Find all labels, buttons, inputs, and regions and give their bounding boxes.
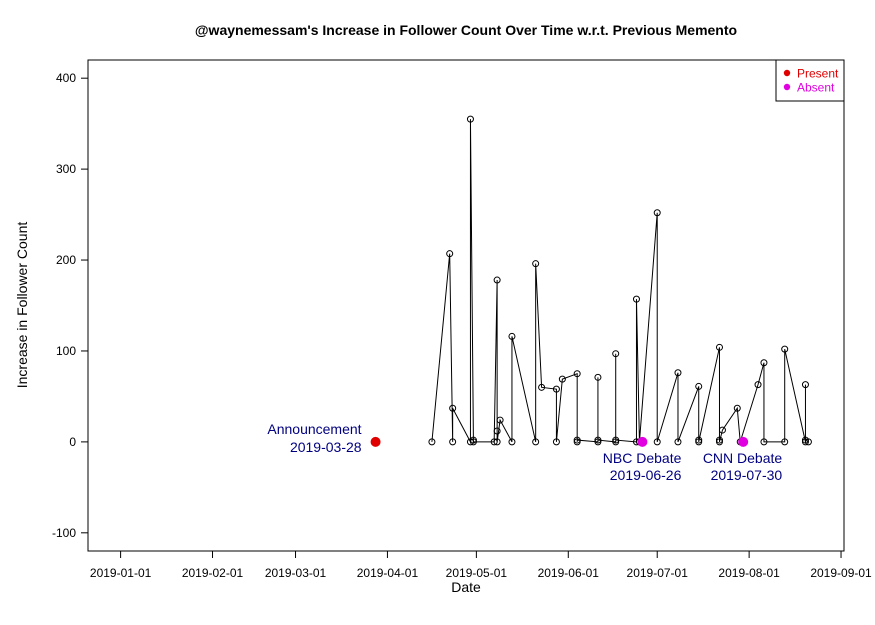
data-point	[754, 381, 762, 389]
data-point	[532, 260, 540, 268]
data-point	[552, 385, 560, 393]
data-point	[632, 295, 640, 303]
data-point	[552, 438, 560, 446]
data-point	[493, 438, 501, 446]
y-tick-label: 0	[69, 435, 76, 449]
data-point	[594, 373, 602, 381]
data-point	[493, 276, 501, 284]
data-point	[612, 438, 620, 446]
data-point	[493, 427, 501, 435]
data-point	[508, 332, 516, 340]
data-point	[469, 436, 477, 444]
y-axis-label: Increase in Follower Count	[14, 222, 30, 389]
legend-present-marker	[783, 69, 791, 77]
x-tick-label: 2019-09-01	[810, 566, 872, 580]
annotation-date: 2019-03-28	[290, 439, 362, 455]
data-point	[573, 370, 581, 378]
x-tick-label: 2019-08-01	[718, 566, 780, 580]
legend-absent-marker	[783, 83, 791, 91]
y-tick-label: 400	[56, 71, 76, 85]
y-tick-label: 200	[56, 253, 76, 267]
data-point	[573, 436, 581, 444]
x-tick-label: 2019-03-01	[265, 566, 327, 580]
data-point	[781, 345, 789, 353]
data-point	[594, 438, 602, 446]
annotation-label: CNN Debate	[703, 450, 783, 466]
annotation-date: 2019-06-26	[610, 467, 682, 483]
data-point	[674, 369, 682, 377]
data-point	[508, 438, 516, 446]
annotation-label: NBC Debate	[603, 450, 682, 466]
data-point	[428, 438, 436, 446]
data-point	[612, 436, 620, 444]
data-point	[781, 438, 789, 446]
x-tick-label: 2019-06-01	[538, 566, 600, 580]
y-tick-label: 300	[56, 162, 76, 176]
data-point	[715, 343, 723, 351]
marker-layer	[370, 436, 749, 447]
data-point	[532, 438, 540, 446]
data-point	[449, 438, 457, 446]
annotation-date: 2019-07-30	[711, 467, 783, 483]
x-tick-label: 2019-04-01	[357, 566, 419, 580]
y-tick-label: -100	[52, 526, 76, 540]
present-marker	[370, 436, 381, 447]
data-point	[594, 436, 602, 444]
data-point	[449, 404, 457, 412]
absent-marker	[637, 436, 648, 447]
data-point	[496, 416, 504, 424]
data-point	[801, 381, 809, 389]
data-point	[446, 250, 454, 258]
data-point	[558, 375, 566, 383]
annotation-layer: Announcement 2019-03-28 NBC Debate2019-06-…	[267, 421, 782, 483]
legend: Present Absent	[775, 59, 845, 102]
data-point	[695, 382, 703, 390]
data-point	[573, 438, 581, 446]
data-point	[490, 438, 498, 446]
y-axis: -100 0 100 200 300 400	[52, 71, 89, 540]
data-point	[760, 359, 768, 367]
data-point	[733, 404, 741, 412]
data-point	[715, 436, 723, 444]
data-point	[466, 115, 474, 123]
data-point	[653, 209, 661, 217]
y-tick-label: 100	[56, 344, 76, 358]
legend-present-label: Present	[797, 67, 839, 81]
data-point	[715, 438, 723, 446]
x-tick-label: 2019-07-01	[627, 566, 689, 580]
x-tick-label: 2019-05-01	[446, 566, 508, 580]
data-point	[804, 438, 812, 446]
absent-marker	[738, 436, 749, 447]
x-axis: 2019-01-01 2019-02-01 2019-03-01 2019-04-01…	[90, 550, 872, 580]
annotation-label: Announcement	[267, 421, 361, 437]
data-point	[760, 438, 768, 446]
data-point	[695, 436, 703, 444]
chart-title: @waynemessam's Increase in Follower Coun…	[195, 22, 737, 38]
x-tick-label: 2019-01-01	[90, 566, 152, 580]
x-axis-label: Date	[451, 579, 481, 595]
legend-box	[775, 59, 845, 102]
data-point	[718, 426, 726, 434]
x-tick-label: 2019-02-01	[182, 566, 244, 580]
data-point	[469, 438, 477, 446]
data-point	[801, 438, 809, 446]
data-point	[653, 438, 661, 446]
data-point	[695, 438, 703, 446]
data-point	[674, 438, 682, 446]
data-point	[538, 383, 546, 391]
data-point	[612, 350, 620, 358]
legend-absent-label: Absent	[797, 81, 835, 95]
